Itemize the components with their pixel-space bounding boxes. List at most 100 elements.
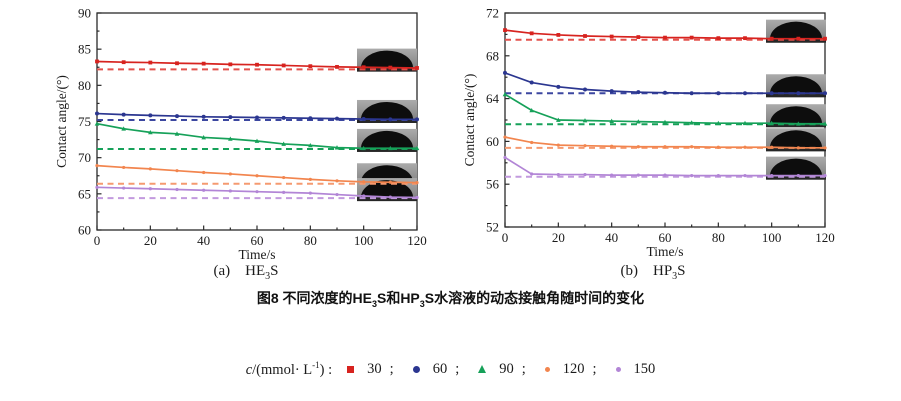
data-marker-120 — [175, 169, 179, 173]
caption-subscript: 3 — [419, 298, 425, 309]
data-marker-60 — [583, 87, 587, 92]
data-marker-150 — [122, 186, 126, 190]
data-marker-90 — [796, 121, 801, 126]
legend-value-120: 120 — [562, 360, 585, 377]
data-marker-150 — [663, 173, 667, 177]
data-marker-30 — [769, 36, 774, 41]
caption-text: 图8 不同浓度的HE — [256, 290, 372, 306]
data-marker-30 — [335, 64, 339, 69]
data-marker-30 — [556, 33, 561, 37]
droplet-dome — [361, 165, 413, 183]
data-marker-30 — [95, 59, 99, 64]
data-marker-60 — [361, 116, 366, 121]
data-marker-90 — [414, 145, 420, 151]
data-marker-30 — [823, 36, 827, 41]
data-marker-150 — [95, 185, 99, 189]
data-marker-120 — [716, 145, 720, 149]
legend-separator: ; — [455, 360, 460, 377]
caption-subscript: 3 — [371, 298, 377, 309]
legend-units-exponent: -1 — [312, 360, 320, 370]
data-marker-90 — [662, 119, 668, 125]
data-marker-90 — [254, 138, 260, 143]
data-marker-60 — [281, 115, 286, 120]
data-marker-120 — [610, 144, 614, 148]
legend-units-close: ) : — [319, 361, 333, 378]
droplet-photo-base — [357, 197, 417, 202]
data-marker-90 — [689, 120, 694, 125]
data-marker-150 — [388, 195, 392, 199]
data-marker-30 — [796, 36, 801, 41]
data-marker-90 — [121, 126, 126, 131]
droplet-dome — [770, 106, 822, 124]
droplet-photo-base — [766, 147, 826, 152]
y-tick-label: 90 — [78, 6, 91, 21]
data-marker-60 — [636, 90, 641, 95]
data-marker-60 — [529, 80, 534, 85]
x-tick-label: 40 — [605, 230, 618, 245]
data-marker-150 — [308, 191, 312, 195]
data-marker-60 — [121, 112, 126, 117]
data-marker-60 — [255, 115, 259, 120]
legend-symbol-c: c — [245, 361, 253, 378]
legend-separator: ; — [389, 360, 394, 377]
y-tick-label: 85 — [78, 42, 91, 57]
x-tick-label: 20 — [144, 233, 157, 248]
data-marker-120 — [388, 180, 392, 184]
data-marker-30 — [281, 63, 286, 68]
droplet-dome — [361, 50, 413, 68]
data-marker-90 — [148, 129, 153, 135]
data-marker-30 — [201, 61, 206, 66]
data-marker-90 — [556, 117, 561, 122]
data-marker-150 — [175, 187, 179, 192]
data-marker-150 — [255, 190, 259, 194]
droplet-photo-base — [357, 147, 417, 152]
y-tick-label: 68 — [486, 48, 499, 63]
data-marker-90 — [174, 131, 180, 136]
data-marker-30 — [583, 34, 587, 38]
data-marker-120 — [282, 175, 286, 180]
y-tick-label: 70 — [78, 150, 91, 165]
data-marker-30 — [228, 62, 233, 67]
legend-marker-30 — [347, 365, 355, 373]
data-marker-120 — [148, 167, 152, 171]
data-marker-90 — [281, 141, 286, 146]
data-marker-60 — [823, 91, 827, 96]
data-marker-90 — [529, 107, 534, 113]
y-tick-label: 65 — [78, 186, 91, 201]
y-tick-label: 64 — [486, 91, 500, 106]
x-axis-label: Time/s — [238, 247, 275, 262]
data-marker-150 — [202, 188, 206, 192]
data-marker-120 — [202, 170, 206, 175]
data-marker-120 — [335, 179, 339, 183]
y-tick-label: 56 — [486, 177, 500, 192]
data-marker-120 — [663, 145, 667, 149]
compound-name-a: HE — [245, 263, 266, 279]
data-marker-60 — [716, 91, 721, 96]
legend-row: c/(mmol· L-1) : 30; 60; 90; 120; 150 — [0, 360, 901, 379]
data-marker-150 — [610, 173, 614, 177]
y-tick-label: 60 — [486, 134, 499, 149]
data-marker-150 — [362, 194, 366, 198]
data-marker-120 — [796, 146, 800, 150]
caption-text: S和HP — [376, 290, 420, 306]
droplet-photo-base — [766, 93, 826, 98]
data-marker-60 — [609, 89, 614, 94]
data-marker-60 — [228, 115, 233, 120]
data-marker-90 — [361, 145, 366, 151]
x-tick-label: 120 — [407, 233, 427, 248]
data-marker-150 — [228, 189, 232, 193]
droplet-photo-base — [357, 67, 417, 72]
legend-marker-90 — [478, 365, 487, 374]
data-marker-60 — [743, 91, 747, 96]
data-marker-30 — [663, 35, 667, 40]
data-marker-90 — [716, 120, 721, 126]
data-marker-120 — [583, 144, 587, 148]
data-marker-120 — [95, 164, 99, 168]
data-marker-90 — [201, 135, 206, 140]
data-marker-90 — [308, 142, 313, 148]
x-tick-label: 100 — [354, 233, 374, 248]
data-marker-150 — [796, 174, 800, 178]
compound-subscript-a: 3 — [265, 271, 271, 282]
data-marker-30 — [529, 31, 534, 36]
data-marker-30 — [689, 35, 694, 40]
